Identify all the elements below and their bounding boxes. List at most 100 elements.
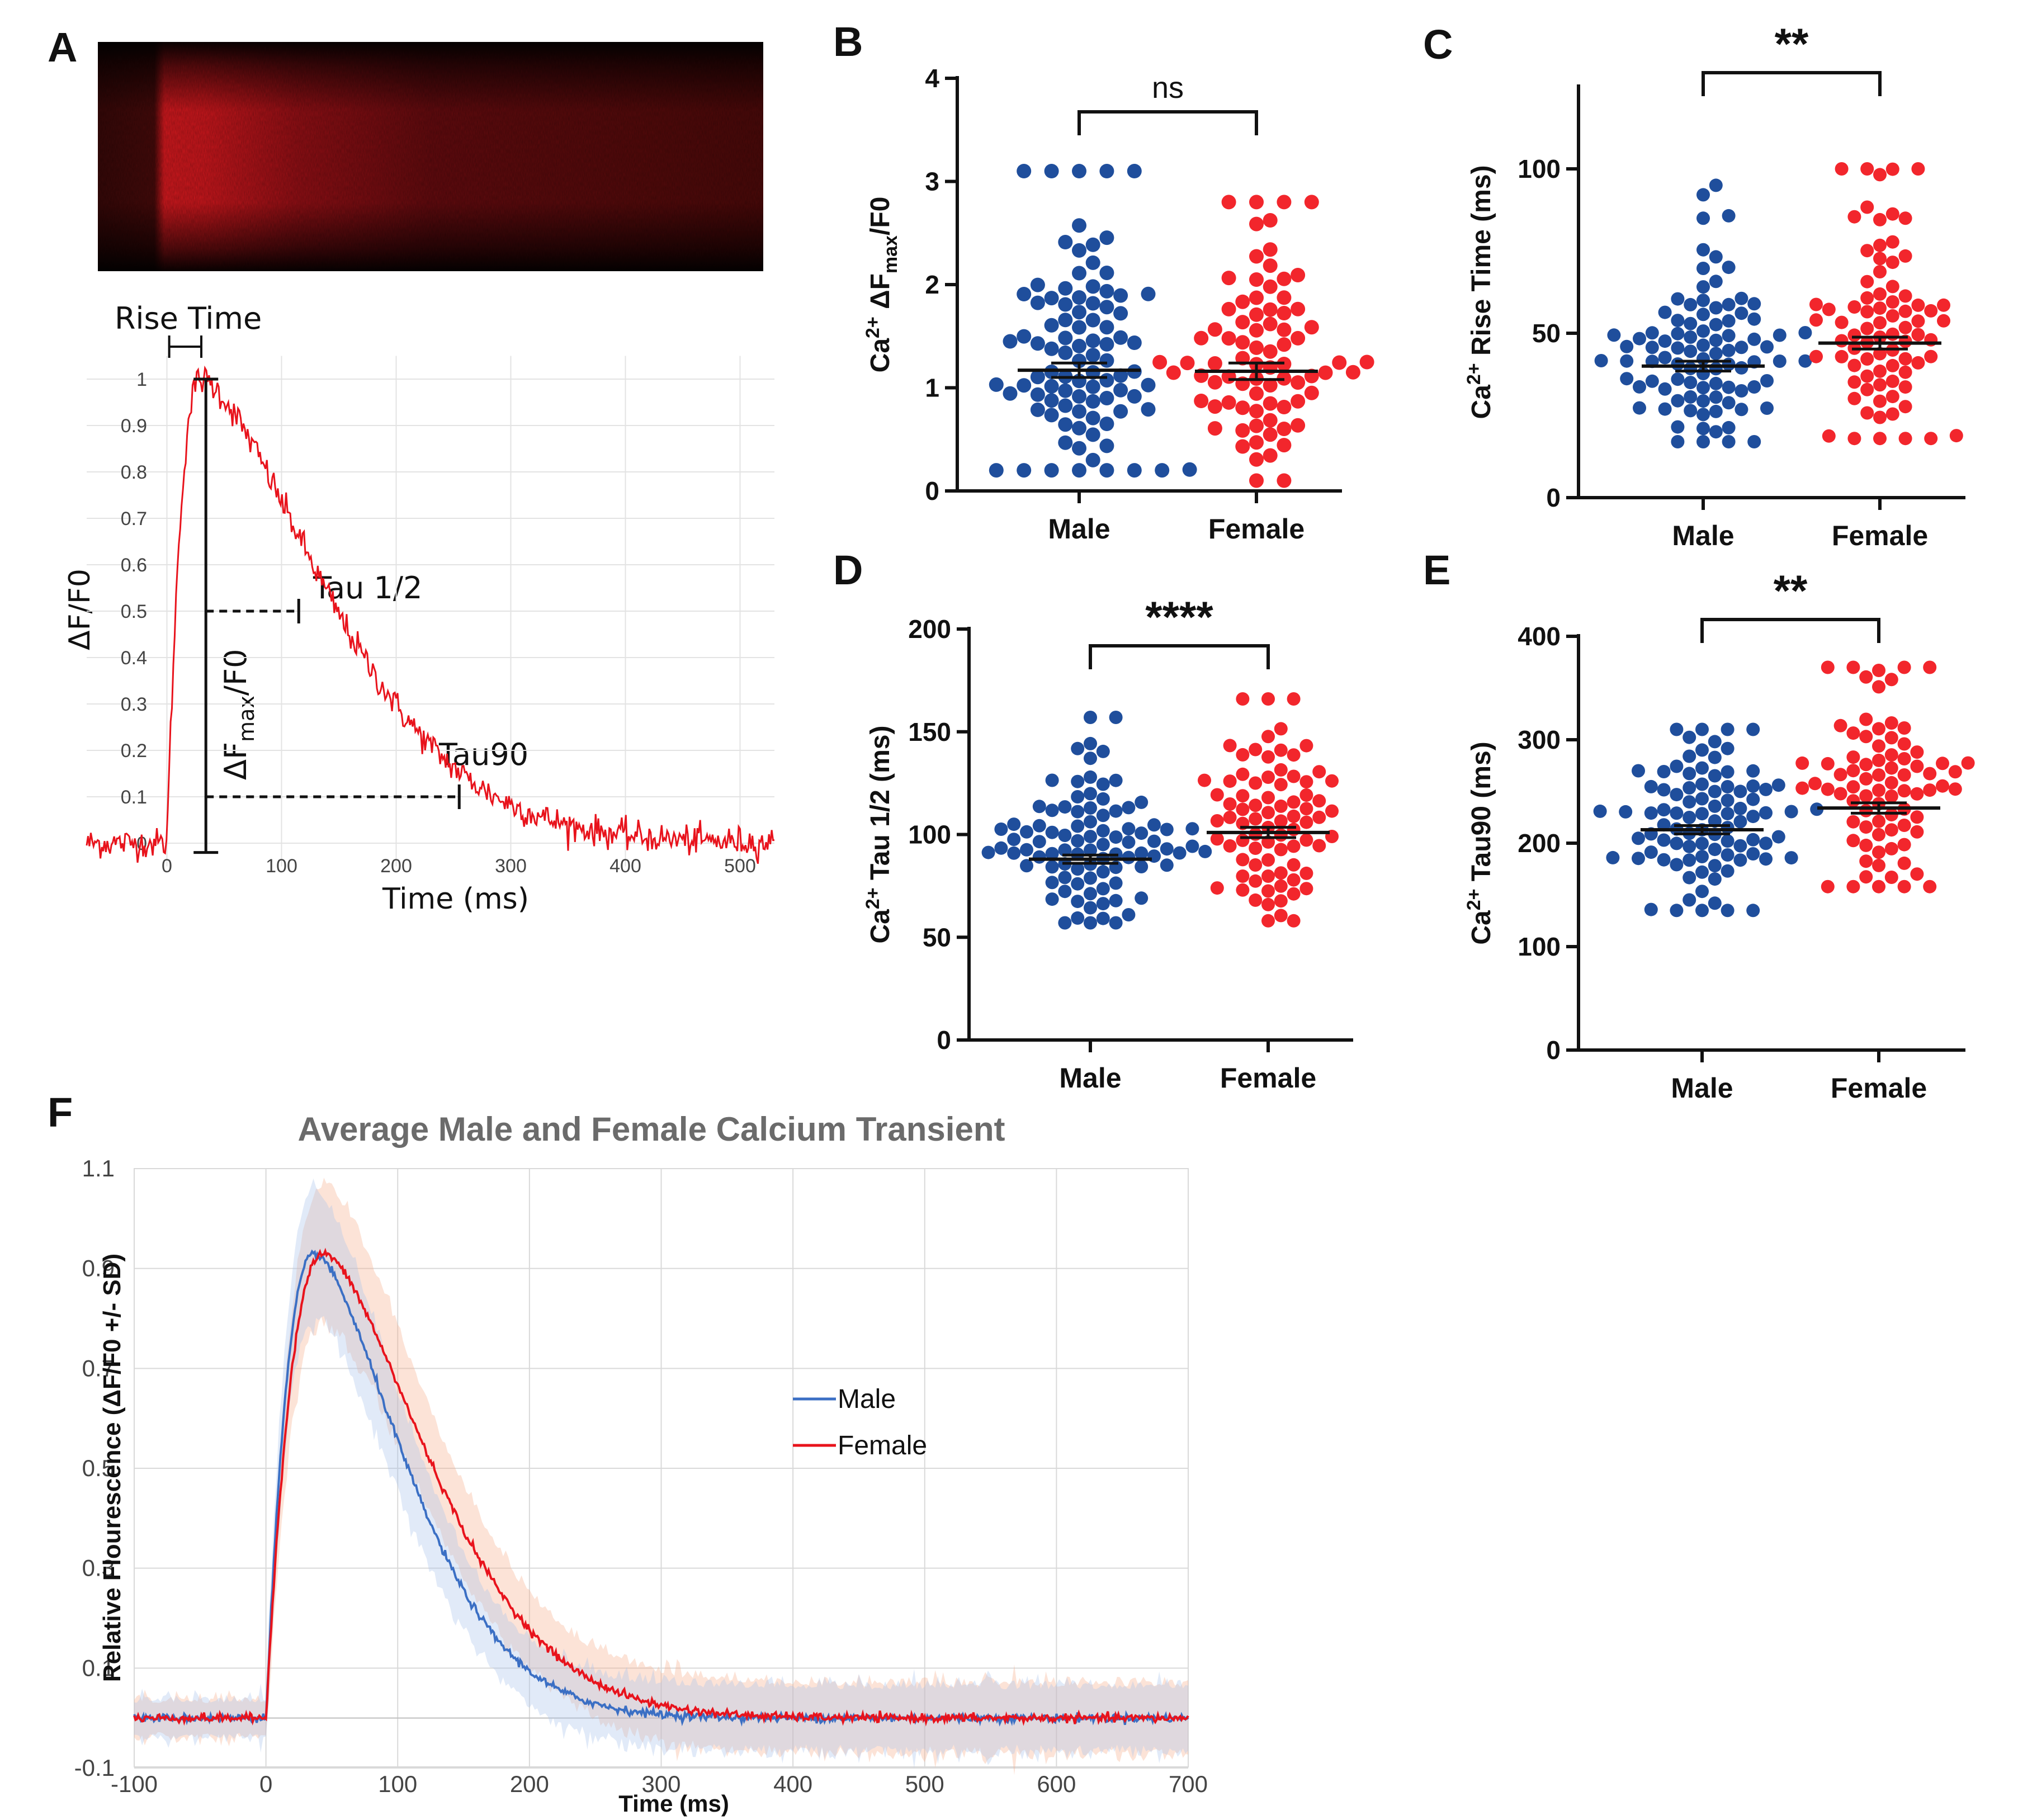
panelD-dot-female	[1261, 914, 1275, 928]
panelE-dot-male	[1695, 850, 1709, 863]
panelC-dot-female	[1949, 429, 1963, 443]
panelD-ylab-ca: Ca	[866, 909, 895, 944]
panelC-dot-male	[1671, 314, 1685, 328]
panelD-dot-female	[1299, 775, 1313, 789]
panelD-dot-male	[1071, 862, 1085, 876]
panelD-dot-female	[1261, 869, 1275, 883]
panelD-category-female: Female	[1220, 1062, 1316, 1094]
panelD-dot-male	[1058, 843, 1072, 857]
panelD-dot-male	[1007, 846, 1021, 860]
panelB-dot-female	[1221, 301, 1236, 316]
panelE-ylab-ca: Ca	[1467, 910, 1496, 945]
panelE-dot-female	[1859, 758, 1873, 772]
panelE-dot-female	[1884, 842, 1898, 855]
panelB-dot-male	[1072, 320, 1086, 335]
panelD-dot-female	[1198, 773, 1211, 787]
panelB-dot-female	[1263, 213, 1278, 228]
panelB-dot-female	[1277, 306, 1292, 320]
panelE-dot-male	[1670, 788, 1684, 802]
panelD-dot-female	[1249, 743, 1263, 757]
panelE-dot-female	[1833, 718, 1847, 732]
panelE-dot-male	[1593, 804, 1607, 818]
panelD-dot-female	[1312, 765, 1326, 779]
panelB-dot-male	[1058, 297, 1073, 312]
panelB-ytick-label-1: 1	[925, 374, 939, 403]
panelE-dot-female	[1897, 856, 1911, 870]
panelC-ytick-label-0: 0	[1546, 483, 1561, 512]
panelE-dot-female	[1833, 768, 1847, 782]
panelC-dot-male	[1633, 380, 1646, 394]
panelD-dot-male	[1109, 804, 1123, 818]
panelD-dot-female	[1274, 814, 1288, 828]
panelE-dot-male	[1644, 806, 1658, 820]
panelB-dot-male	[1058, 417, 1073, 432]
panelE-dot-female	[1821, 757, 1835, 770]
panelE-dot-male	[1746, 792, 1760, 806]
panelB-dot-male	[1044, 341, 1059, 356]
panelB-dot-male	[1099, 337, 1114, 352]
panelE-dot-female	[1884, 761, 1898, 775]
panelC-dot-female	[1885, 327, 1899, 341]
panelC-dot-male	[1696, 188, 1710, 202]
panelB-dot-female	[1277, 438, 1292, 453]
panelE-dot-male	[1746, 833, 1760, 847]
panelB-dot-female	[1304, 320, 1319, 335]
panelE-dot-male	[1708, 784, 1722, 798]
panelC-dot-male	[1747, 435, 1761, 448]
panelD-dot-male	[1084, 843, 1097, 857]
panelE-dot-female	[1923, 783, 1937, 797]
f-x-axis-label: Time (ms)	[618, 1790, 729, 1817]
panelE-dot-female	[1923, 880, 1937, 894]
panelD-dot-female	[1299, 739, 1313, 753]
panelD-dot-male	[1122, 835, 1136, 849]
panelE-dot-male	[1670, 722, 1684, 736]
panelC-dot-female	[1873, 252, 1887, 266]
panelD-dot-male	[1122, 822, 1136, 836]
panelD-dot-male	[1084, 711, 1097, 724]
panelD-ytick-label-2: 100	[908, 820, 951, 849]
panelE-dot-male	[1721, 834, 1735, 848]
panelC-dot-male	[1709, 390, 1723, 404]
panelC-dot-female	[1898, 380, 1912, 394]
panelC-dot-female	[1873, 364, 1887, 378]
panelB-dot-female	[1180, 356, 1195, 371]
panelE-dot-female	[1961, 756, 1975, 770]
panelC-dot-male	[1709, 362, 1723, 376]
panelB-dot-male	[1058, 435, 1073, 450]
panelD-dot-male	[1198, 844, 1212, 858]
panelE-category-male: Male	[1671, 1072, 1733, 1104]
panelE-dot-female	[1872, 783, 1885, 797]
panelC-dot-female	[1873, 410, 1887, 424]
panelB-dot-female	[1277, 271, 1292, 286]
panelB-dot-male	[1113, 404, 1128, 419]
panelD-dot-female	[1223, 810, 1237, 824]
panelD-dot-male	[1058, 871, 1072, 885]
panelB-dot-male	[1072, 441, 1086, 456]
panelE-dot-female	[1884, 790, 1898, 803]
panelE-dot-male	[1746, 722, 1760, 736]
a-ytick-7: 0.7	[121, 508, 147, 530]
panelC-dot-male	[1735, 291, 1748, 305]
panelD-dot-male	[1071, 774, 1085, 788]
panelC-dot-male	[1709, 178, 1723, 192]
panelE-dot-male	[1708, 799, 1722, 813]
panelB-dot-female	[1249, 340, 1264, 355]
panelD-dot-female	[1287, 692, 1301, 706]
panelB-dot-female	[1166, 365, 1181, 380]
panelE-dot-male	[1733, 801, 1747, 815]
panelC-dot-male	[1696, 262, 1710, 275]
panelC-ytick-label-1: 50	[1532, 319, 1561, 348]
a-xtick-2: 200	[380, 855, 412, 877]
panelC-dot-female	[1860, 406, 1874, 420]
panelC-dot-female	[1873, 378, 1887, 392]
panelC-dot-female	[1860, 322, 1874, 335]
panelE-dot-female	[1859, 803, 1873, 817]
panelE-dot-female	[1897, 737, 1911, 751]
panelD-dot-female	[1274, 866, 1288, 880]
panelD-dot-male	[1071, 790, 1085, 803]
panelB-dot-male	[1182, 462, 1197, 477]
panelE-dot-male	[1683, 749, 1696, 763]
panelB-dot-female	[1207, 322, 1222, 337]
panelC-ylab-sup: 2+	[1463, 363, 1485, 385]
f-xtick-2: 100	[378, 1771, 417, 1797]
